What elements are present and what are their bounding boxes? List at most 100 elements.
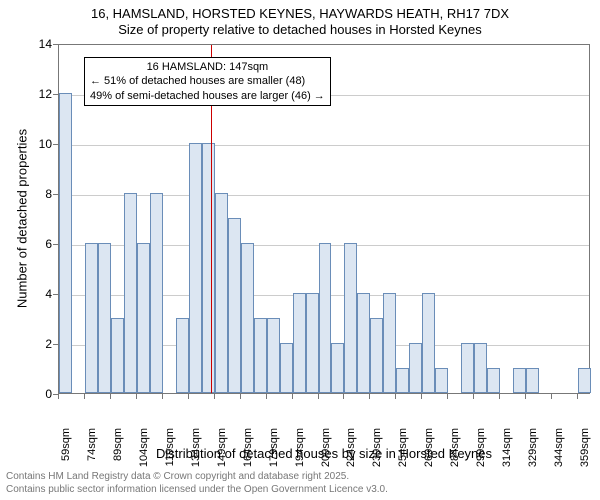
histogram-bar (357, 293, 370, 393)
footer-line-2: Contains public sector information licen… (6, 483, 388, 496)
x-tick-label: 254sqm (397, 428, 409, 472)
histogram-bar (526, 368, 539, 393)
title-line-1: 16, HAMSLAND, HORSTED KEYNES, HAYWARDS H… (0, 6, 600, 22)
histogram-bar (267, 318, 280, 393)
x-tick-label: 284sqm (449, 428, 461, 472)
x-tick-label: 329sqm (527, 428, 539, 472)
y-tick-mark (53, 144, 58, 145)
histogram-bar (578, 368, 591, 393)
histogram-bar (487, 368, 500, 393)
x-tick-mark (318, 394, 319, 399)
histogram-bar (319, 243, 332, 393)
histogram-bar (228, 218, 241, 393)
y-tick-mark (53, 244, 58, 245)
gridline (59, 195, 589, 196)
x-tick-mark (421, 394, 422, 399)
x-tick-mark (577, 394, 578, 399)
x-tick-mark (395, 394, 396, 399)
x-tick-label: 269sqm (423, 428, 435, 472)
x-tick-label: 149sqm (216, 428, 228, 472)
histogram-bar (513, 368, 526, 393)
y-tick-mark (53, 44, 58, 45)
y-tick-label: 6 (22, 237, 52, 251)
x-tick-mark (551, 394, 552, 399)
x-tick-mark (369, 394, 370, 399)
histogram-bar (241, 243, 254, 393)
histogram-bar (202, 143, 215, 393)
annotation-box: 16 HAMSLAND: 147sqm← 51% of detached hou… (84, 57, 331, 106)
x-tick-mark (525, 394, 526, 399)
histogram-bar (137, 243, 150, 393)
histogram-bar (370, 318, 383, 393)
x-tick-label: 134sqm (190, 428, 202, 472)
histogram-bar (98, 243, 111, 393)
x-tick-mark (110, 394, 111, 399)
histogram-bar (435, 368, 448, 393)
histogram-bar (461, 343, 474, 393)
x-tick-mark (292, 394, 293, 399)
histogram-bar (189, 143, 202, 393)
x-tick-label: 239sqm (371, 428, 383, 472)
y-tick-mark (53, 344, 58, 345)
histogram-bar (254, 318, 267, 393)
x-tick-mark (266, 394, 267, 399)
x-tick-mark (499, 394, 500, 399)
x-tick-label: 59sqm (60, 428, 72, 472)
histogram-bar (85, 243, 98, 393)
x-tick-label: 104sqm (138, 428, 150, 472)
histogram-bar (306, 293, 319, 393)
annotation-line-2: ← 51% of detached houses are smaller (48… (90, 74, 325, 88)
histogram-bar (331, 343, 344, 393)
x-tick-mark (240, 394, 241, 399)
x-tick-label: 164sqm (242, 428, 254, 472)
x-tick-mark (58, 394, 59, 399)
histogram-bar (396, 368, 409, 393)
x-tick-label: 359sqm (579, 428, 591, 472)
annotation-line-1: 16 HAMSLAND: 147sqm (90, 60, 325, 74)
histogram-bar (474, 343, 487, 393)
x-tick-label: 89sqm (112, 428, 124, 472)
histogram-bar (111, 318, 124, 393)
x-tick-label: 194sqm (294, 428, 306, 472)
x-tick-label: 74sqm (86, 428, 98, 472)
x-tick-label: 179sqm (268, 428, 280, 472)
x-tick-mark (343, 394, 344, 399)
x-tick-mark (214, 394, 215, 399)
histogram-bar (383, 293, 396, 393)
y-tick-mark (53, 94, 58, 95)
x-tick-label: 299sqm (475, 428, 487, 472)
x-tick-mark (136, 394, 137, 399)
histogram-bar (280, 343, 293, 393)
histogram-bar (344, 243, 357, 393)
annotation-line-3: 49% of semi-detached houses are larger (… (90, 89, 325, 103)
histogram-bar (59, 93, 72, 393)
gridline (59, 145, 589, 146)
y-tick-mark (53, 294, 58, 295)
y-tick-label: 14 (22, 37, 52, 51)
title-line-2: Size of property relative to detached ho… (0, 22, 600, 38)
histogram-bar (409, 343, 422, 393)
title-block: 16, HAMSLAND, HORSTED KEYNES, HAYWARDS H… (0, 0, 600, 39)
histogram-bar (150, 193, 163, 393)
y-tick-label: 12 (22, 87, 52, 101)
plot-area: 16 HAMSLAND: 147sqm← 51% of detached hou… (58, 44, 590, 394)
chart-container: 16, HAMSLAND, HORSTED KEYNES, HAYWARDS H… (0, 0, 600, 500)
x-tick-mark (473, 394, 474, 399)
histogram-bar (124, 193, 137, 393)
histogram-bar (215, 193, 228, 393)
x-tick-label: 224sqm (345, 428, 357, 472)
y-tick-label: 8 (22, 187, 52, 201)
histogram-bar (176, 318, 189, 393)
x-tick-mark (162, 394, 163, 399)
histogram-bar (422, 293, 435, 393)
y-tick-label: 4 (22, 287, 52, 301)
x-tick-label: 119sqm (164, 428, 176, 472)
y-tick-label: 2 (22, 337, 52, 351)
y-tick-mark (53, 194, 58, 195)
histogram-bar (293, 293, 306, 393)
y-tick-label: 0 (22, 387, 52, 401)
x-tick-label: 314sqm (501, 428, 513, 472)
y-tick-label: 10 (22, 137, 52, 151)
footer-attribution: Contains HM Land Registry data © Crown c… (6, 470, 388, 496)
x-tick-label: 344sqm (553, 428, 565, 472)
